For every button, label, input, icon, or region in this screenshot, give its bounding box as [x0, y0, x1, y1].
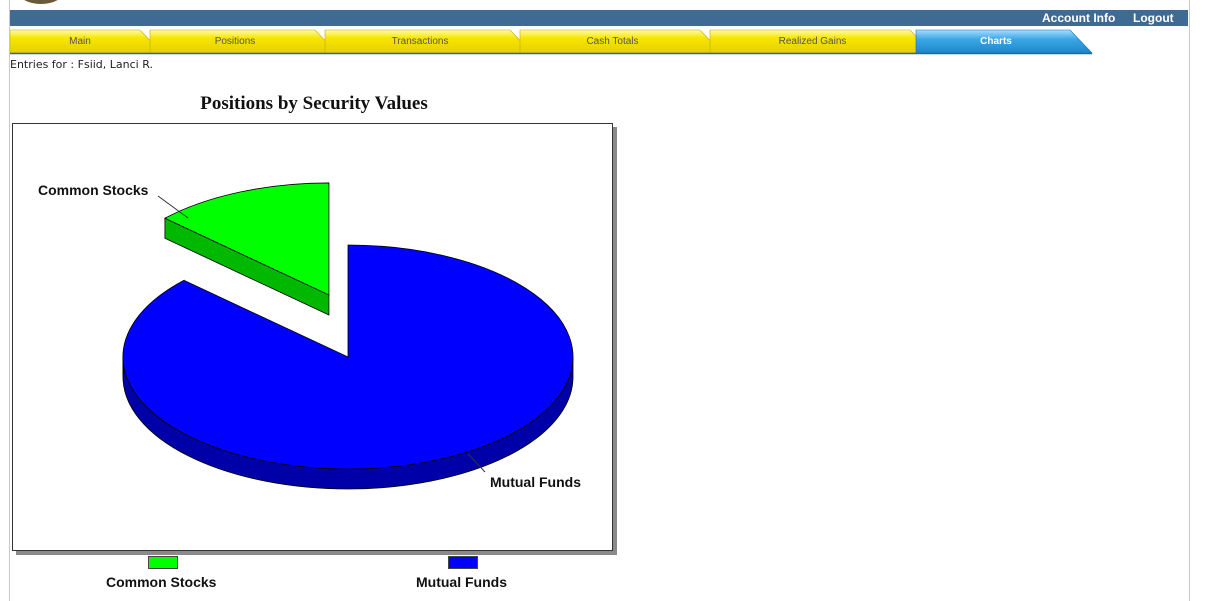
- entries-for-line: Entries for : Fsiid, Lanci R.: [10, 58, 153, 71]
- legend-swatch-mutual-funds: [448, 556, 478, 569]
- account-info-link[interactable]: Account Info: [1042, 11, 1116, 25]
- top-nav-bar: Account Info Logout: [10, 10, 1188, 26]
- pie-chart-area: Common Stocks Mutual Funds: [12, 123, 613, 551]
- pie-chart-svg: Common Stocks Mutual Funds: [38, 182, 581, 490]
- logout-link[interactable]: Logout: [1133, 11, 1174, 25]
- tab-realized-gains[interactable]: Realized Gains: [778, 36, 847, 47]
- mutual-funds-slice: [122, 244, 574, 470]
- tab-cash-totals[interactable]: Cash Totals: [586, 36, 639, 47]
- legend-swatch-common-stocks: [148, 556, 178, 569]
- entries-account-name: Fsiid, Lanci R.: [77, 58, 153, 71]
- main-tabs: Main Positions Transactions Cash Totals …: [10, 28, 1100, 55]
- page-frame: [9, 0, 1190, 601]
- legend-label-common-stocks: Common Stocks: [106, 574, 217, 590]
- legend-label-mutual-funds: Mutual Funds: [416, 574, 507, 590]
- tab-charts[interactable]: Charts: [980, 36, 1012, 47]
- common-stocks-slice: [164, 182, 330, 296]
- logo-icon: [18, 0, 64, 4]
- entries-prefix: Entries for :: [10, 58, 78, 71]
- mutual-funds-leader-line: [467, 453, 486, 473]
- chart-title: Positions by Security Values: [200, 93, 428, 114]
- common-stocks-data-label: Common Stocks: [38, 182, 149, 198]
- tab-positions[interactable]: Positions: [214, 36, 256, 47]
- tab-shapes: [10, 29, 1093, 55]
- mutual-funds-data-label: Mutual Funds: [490, 474, 581, 490]
- tab-main[interactable]: Main: [69, 36, 91, 47]
- common-stocks-leader-line: [157, 195, 189, 219]
- tab-transactions[interactable]: Transactions: [391, 36, 449, 47]
